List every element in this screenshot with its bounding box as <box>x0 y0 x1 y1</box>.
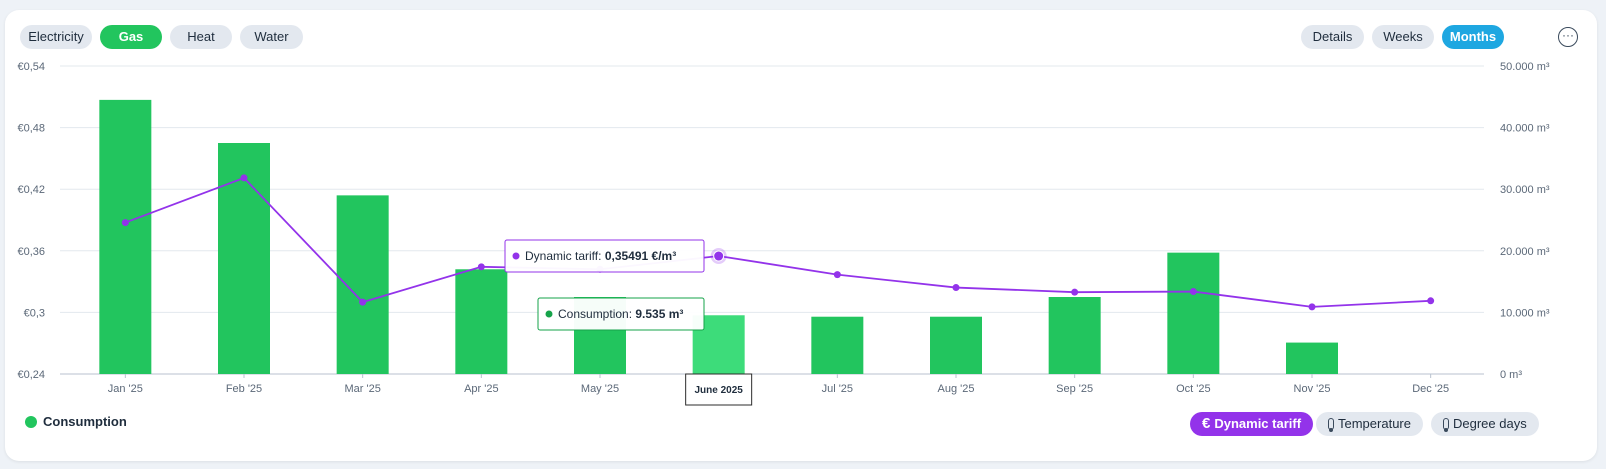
tab-heat[interactable]: Heat <box>170 25 232 49</box>
left-tick-label: €0,24 <box>17 369 45 381</box>
left-tick-label: €0,48 <box>17 123 45 135</box>
tariff-point[interactable] <box>1071 288 1079 296</box>
tab-details[interactable]: Details <box>1301 25 1364 49</box>
consumption-bar[interactable] <box>99 99 152 374</box>
consumption-bar[interactable] <box>1167 252 1220 374</box>
right-tick-label: 0 m³ <box>1500 369 1522 381</box>
grid-lines <box>60 65 1484 375</box>
tariff-point[interactable] <box>240 174 248 182</box>
x-axis-tooltip-text: June 2025 <box>694 385 743 396</box>
thermometer-icon <box>1443 418 1449 432</box>
consumption-tooltip-dot <box>545 310 553 318</box>
consumption-bar[interactable] <box>218 143 270 374</box>
consumption-legend-dot <box>25 416 37 428</box>
tariff-point[interactable] <box>952 284 960 292</box>
right-tick-label: 30.000 m³ <box>1500 184 1550 196</box>
x-tick-label: Apr '25 <box>464 383 499 395</box>
left-tick-label: €0,36 <box>17 246 45 258</box>
tariff-point[interactable] <box>1427 297 1435 305</box>
consumption-bar[interactable] <box>1286 342 1338 374</box>
tariff-tooltip-box <box>504 239 705 273</box>
consumption-bar[interactable] <box>1048 297 1101 374</box>
consumption-bars <box>99 99 1338 374</box>
tariff-tooltip: Dynamic tariff: 0,35491 €/m³ <box>504 239 705 273</box>
tariff-point[interactable] <box>1189 288 1197 296</box>
temperature-label: Temperature <box>1338 416 1411 431</box>
left-tick-label: €0,3 <box>24 307 45 319</box>
tab-gas[interactable]: Gas <box>100 25 162 49</box>
x-axis-tooltip: June 2025 <box>685 373 753 406</box>
legend-label: Consumption <box>43 414 127 429</box>
right-tick-label: 20.000 m³ <box>1500 246 1550 258</box>
degree-days-toggle[interactable]: Degree days <box>1431 412 1539 436</box>
right-tick-label: 40.000 m³ <box>1500 123 1550 135</box>
right-tick-label: 10.000 m³ <box>1500 307 1550 319</box>
right-axis-ticks: 0 m³ 10.000 m³ 20.000 m³ 30.000 m³ 40.000 m³… <box>1500 61 1550 381</box>
consumption-bar[interactable] <box>930 316 982 374</box>
x-tick-label: Jul '25 <box>822 383 853 395</box>
tariff-tooltip-dot <box>512 252 520 260</box>
tariff-line-path <box>125 176 1431 308</box>
thermometer-icon <box>1328 418 1334 432</box>
tab-months[interactable]: Months <box>1442 25 1504 49</box>
tariff-line <box>121 174 1435 311</box>
consumption-bar[interactable] <box>455 269 508 374</box>
consumption-bar[interactable] <box>336 195 389 374</box>
x-axis-labels: Jan '25 Feb '25 Mar '25 Apr '25 May '25 Jul '… <box>108 374 1449 395</box>
x-axis-tooltip-box <box>685 373 753 406</box>
tab-water[interactable]: Water <box>240 25 303 49</box>
euro-icon: € <box>1202 415 1211 432</box>
x-tick-label: Dec '25 <box>1412 383 1449 395</box>
consumption-tooltip-text: Consumption: 9.535 m³ <box>558 307 683 321</box>
left-axis-ticks: €0,24 €0,3 €0,36 €0,42 €0,48 €0,54 <box>17 61 45 381</box>
left-tick-label: €0,42 <box>17 184 45 196</box>
tab-electricity[interactable]: Electricity <box>20 25 92 49</box>
tab-weeks[interactable]: Weeks <box>1372 25 1434 49</box>
x-tick-label: Jan '25 <box>108 383 143 395</box>
x-tick-label: May '25 <box>581 383 619 395</box>
tariff-point[interactable] <box>121 219 129 227</box>
x-tick-label: Sep '25 <box>1056 383 1093 395</box>
tooltips: Dynamic tariff: 0,35491 €/m³ Consumption:… <box>504 239 753 406</box>
dynamic-tariff-toggle[interactable]: € Dynamic tariff <box>1190 412 1314 436</box>
x-tick-label: Aug '25 <box>938 383 975 395</box>
tariff-point[interactable] <box>477 263 485 271</box>
consumption-bar[interactable] <box>811 316 864 374</box>
tariff-point[interactable] <box>359 298 367 306</box>
tariff-point[interactable] <box>1308 303 1316 311</box>
right-tick-label: 50.000 m³ <box>1500 61 1550 73</box>
temperature-toggle[interactable]: Temperature <box>1316 412 1423 436</box>
x-tick-label: Feb '25 <box>226 383 262 395</box>
dynamic-tariff-label: Dynamic tariff <box>1214 416 1302 431</box>
tariff-tooltip-text: Dynamic tariff: 0,35491 €/m³ <box>525 249 676 263</box>
tariff-point[interactable] <box>713 250 725 262</box>
legend-consumption[interactable]: Consumption <box>25 414 127 429</box>
x-tick-label: Mar '25 <box>344 383 380 395</box>
more-options-icon[interactable]: ··· <box>1558 27 1578 47</box>
left-tick-label: €0,54 <box>17 61 45 73</box>
tariff-point[interactable] <box>833 271 841 279</box>
consumption-tooltip: Consumption: 9.535 m³ <box>537 297 705 331</box>
degree-days-label: Degree days <box>1453 416 1527 431</box>
x-tick-label: Nov '25 <box>1294 383 1331 395</box>
x-tick-label: Oct '25 <box>1176 383 1211 395</box>
chart-card <box>5 10 1597 461</box>
consumption-tooltip-box <box>537 297 705 331</box>
